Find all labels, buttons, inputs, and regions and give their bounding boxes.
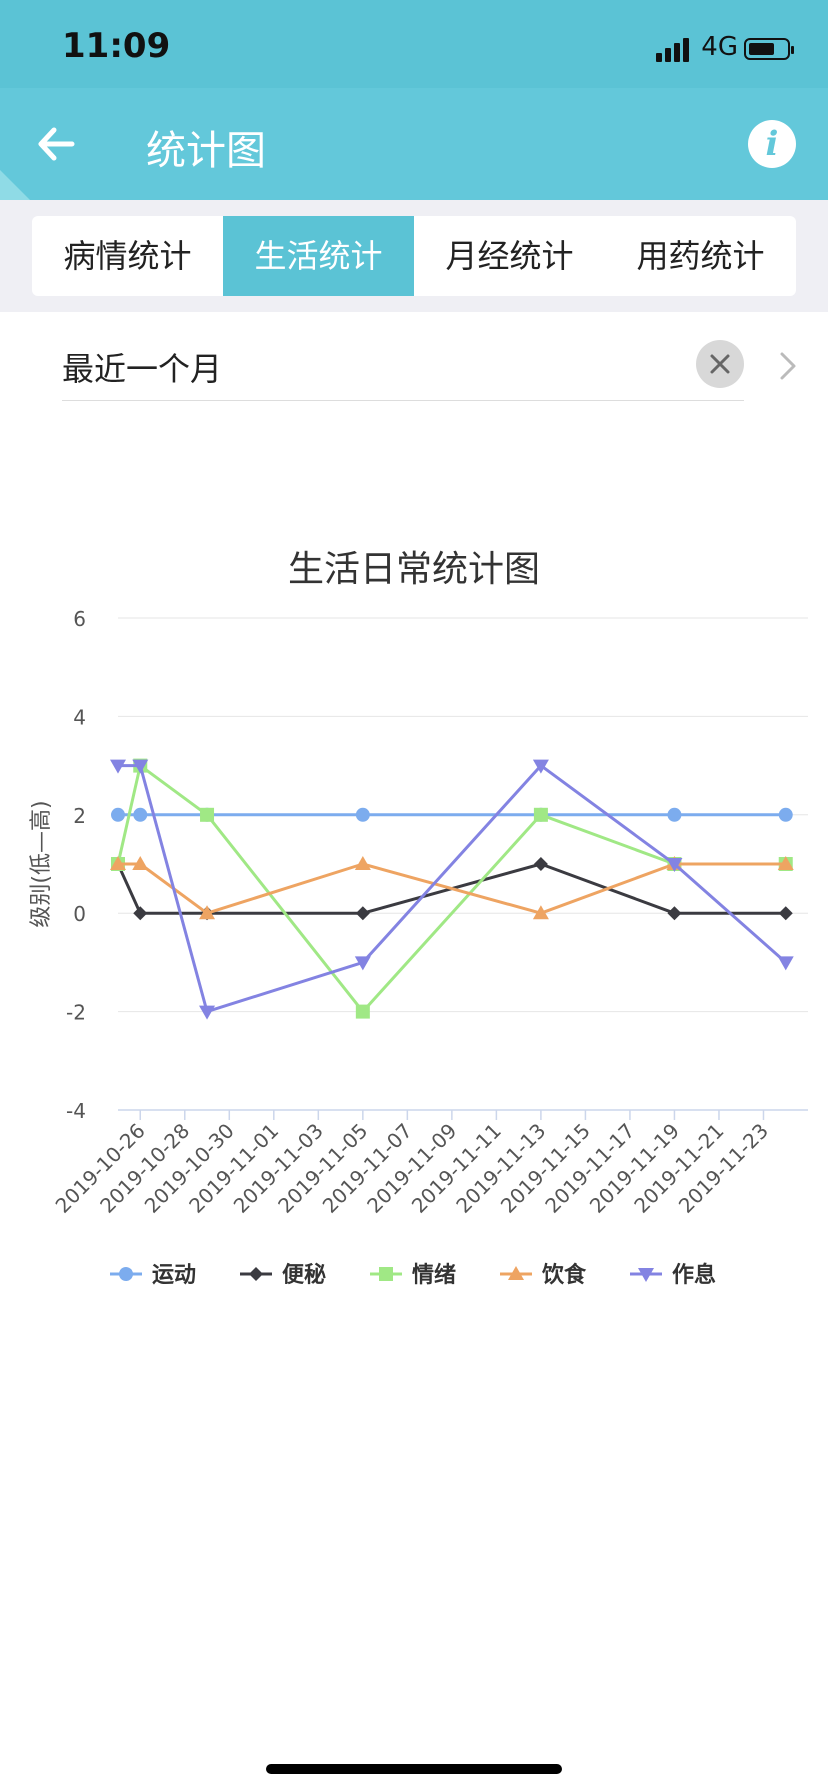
data-point-2 [200,807,215,822]
data-point-0 [111,807,125,822]
legend-marker-2 [379,1267,393,1281]
y-axis-label: 级别(低—高) [29,800,54,927]
nav-bar: 统计图 i [0,88,828,200]
tab-bar: 病情统计 生活统计 月经统计 用药统计 [32,216,796,296]
legend-marker-3 [508,1266,524,1280]
data-point-0 [355,807,370,822]
data-point-3 [777,856,794,870]
data-point-4 [110,759,126,774]
chart-canvas: -4-202462019-10-262019-10-282019-10-3020… [29,607,808,1288]
data-point-4 [666,858,683,872]
data-point-3 [132,856,149,870]
legend-marker-4 [638,1268,654,1282]
y-tick-label: -2 [66,1001,86,1025]
y-tick-label: -4 [66,1099,86,1123]
home-indicator [266,1764,562,1774]
chart-title: 生活日常统计图 [287,549,540,590]
data-point-2 [355,1004,370,1019]
data-point-1 [355,906,370,921]
tab-medication-stats[interactable]: 用药统计 [636,237,765,275]
data-point-3 [532,905,549,920]
y-tick-label: 0 [73,902,86,926]
legend-marker-1 [249,1267,263,1281]
close-icon [710,354,730,374]
y-tick-label: 6 [73,607,86,631]
arrow-left-icon [38,127,75,161]
data-point-1 [133,906,148,921]
legend-label-4: 作息 [672,1262,716,1288]
y-tick-label: 2 [73,804,86,828]
page-title: 统计图 [146,128,266,174]
data-point-3 [199,905,216,920]
tabs-area: 病情统计 生活统计 月经统计 用药统计 [0,200,828,312]
data-point-4 [354,956,371,971]
back-button[interactable] [34,118,86,170]
data-point-4 [532,759,549,774]
data-point-0 [133,807,148,822]
info-icon: i [765,124,779,164]
tab-menstrual-stats[interactable]: 月经统计 [445,237,574,275]
data-point-1 [533,857,548,871]
y-tick-label: 4 [73,705,86,729]
decorative-corner [0,170,30,200]
date-range-label: 最近一个月 [62,350,223,388]
legend-label-2: 情绪 [412,1262,456,1288]
chevron-right-icon[interactable] [776,350,800,382]
data-point-4 [199,1005,216,1020]
legend-label-0: 运动 [152,1263,196,1288]
battery-icon [744,38,794,60]
data-point-3 [110,856,126,870]
tab-life-stats[interactable]: 生活统计 [223,216,414,296]
legend-label-1: 便秘 [282,1262,326,1288]
data-point-2 [533,807,548,822]
network-label: 4G [701,32,738,62]
status-time: 11:09 [62,26,171,66]
life-stats-chart: -4 -2 0 2 4 6 2019-10-26 2019-10-28 2019-10-30 20… [0,520,828,1320]
data-point-0 [667,807,682,822]
date-range-selector[interactable]: 最近一个月 [62,338,744,401]
series-line-3 [118,862,786,915]
tab-condition-stats[interactable]: 病情统计 [63,237,192,275]
legend-label-3: 饮食 [541,1262,587,1288]
data-point-1 [778,906,793,921]
data-point-1 [667,906,682,921]
status-bar: 11:09 4G [0,0,828,88]
clear-button[interactable] [696,340,744,388]
data-point-4 [132,759,149,774]
data-point-0 [778,807,793,822]
data-point-4 [777,956,794,971]
legend-marker-0 [119,1267,133,1281]
info-button[interactable]: i [748,120,796,168]
data-point-3 [354,856,371,870]
signal-icon [656,36,692,62]
